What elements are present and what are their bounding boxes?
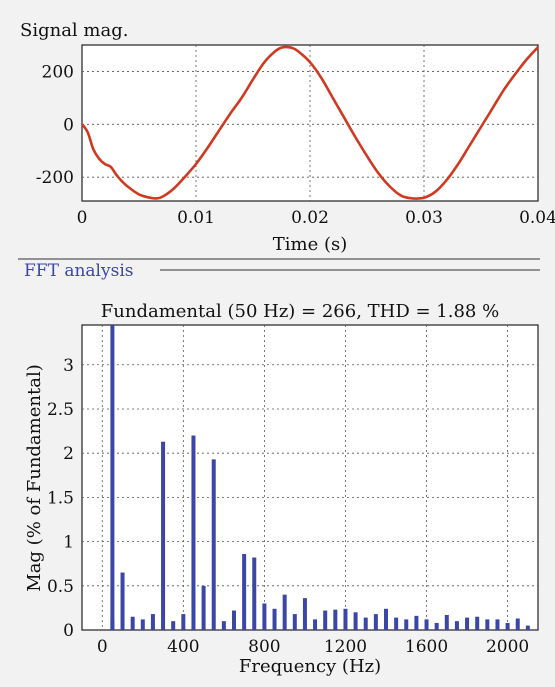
signal-x-tick-label: 0 bbox=[77, 208, 88, 228]
fft-harmonic-bar bbox=[221, 621, 226, 630]
fft-harmonic-bar bbox=[475, 616, 480, 630]
fft-harmonic-bar bbox=[333, 609, 338, 630]
fft-harmonic-bar bbox=[161, 441, 166, 630]
fft-section-label: FFT analysis bbox=[24, 261, 133, 281]
fft-y-tick-label: 1.5 bbox=[47, 488, 74, 508]
fft-harmonic-bar bbox=[525, 625, 530, 630]
signal-y-tick-label: -200 bbox=[36, 168, 74, 188]
fft-harmonic-bar bbox=[363, 617, 368, 630]
signal-x-tick-label: 0.01 bbox=[177, 208, 215, 228]
fft-harmonic-bar bbox=[292, 614, 297, 630]
fft-harmonic-bar bbox=[485, 619, 490, 630]
fft-harmonic-bar bbox=[465, 617, 470, 630]
fft-x-tick-label: 1200 bbox=[324, 637, 367, 657]
fft-y-tick-label: 3 bbox=[63, 356, 74, 376]
fft-harmonic-bar bbox=[394, 617, 399, 630]
fft-harmonic-bar bbox=[444, 614, 449, 630]
signal-y-tick-label: 0 bbox=[63, 115, 74, 135]
fft-harmonic-bar bbox=[242, 553, 247, 630]
fft-harmonic-bar bbox=[404, 619, 409, 630]
fft-harmonic-bar bbox=[515, 618, 520, 630]
fft-y-ticks: 0 0.5 1 1.5 2 2.5 3 bbox=[47, 356, 74, 641]
fft-harmonic-bar bbox=[110, 619, 115, 630]
fft-harmonic-bar bbox=[120, 572, 125, 630]
fft-harmonic-bar bbox=[272, 608, 277, 630]
fft-harmonic-bar bbox=[414, 615, 419, 630]
fft-y-tick-label: 0.5 bbox=[47, 577, 74, 597]
fft-harmonic-bar bbox=[343, 608, 348, 630]
fft-y-tick-label: 2.5 bbox=[47, 400, 74, 420]
fft-harmonic-bar bbox=[302, 598, 307, 630]
fft-x-tick-label: 800 bbox=[248, 637, 280, 657]
signal-x-tick-label: 0.02 bbox=[291, 208, 329, 228]
fft-harmonic-bar bbox=[232, 610, 236, 630]
signal-panel-title: Signal mag. bbox=[20, 20, 128, 41]
fft-harmonic-bar bbox=[434, 622, 439, 630]
fft-x-tick-label: 400 bbox=[167, 637, 199, 657]
fft-y-tick-label: 2 bbox=[63, 444, 74, 464]
signal-y-ticks: -200 0 200 bbox=[36, 62, 74, 188]
fft-x-tick-label: 1600 bbox=[405, 637, 448, 657]
fft-fundamental-bar bbox=[110, 325, 115, 630]
signal-y-tick-label: 200 bbox=[42, 62, 74, 82]
signal-plot-area bbox=[81, 44, 539, 202]
fft-harmonic-bar bbox=[282, 594, 287, 630]
fft-x-ticks: 0 400 800 1200 1600 2000 bbox=[97, 637, 529, 657]
fft-harmonic-bar bbox=[373, 614, 378, 630]
fft-y-tick-label: 1 bbox=[63, 533, 74, 553]
fft-harmonic-bar bbox=[181, 614, 186, 630]
fft-x-axis-label: Frequency (Hz) bbox=[239, 656, 381, 677]
fft-harmonic-bar bbox=[313, 619, 318, 630]
fft-harmonic-bar bbox=[191, 435, 196, 630]
fft-harmonic-bar bbox=[495, 619, 500, 630]
signal-x-tick-label: 0.04 bbox=[519, 208, 555, 228]
fft-bars bbox=[110, 325, 530, 630]
fft-harmonic-bar bbox=[384, 608, 388, 630]
fft-harmonic-bar bbox=[252, 557, 257, 630]
fft-harmonic-bar bbox=[150, 614, 155, 630]
fft-harmonic-bar bbox=[171, 621, 176, 630]
fft-gridlines bbox=[82, 325, 538, 630]
fft-harmonic-bar bbox=[424, 619, 429, 630]
fft-y-axis-label: Mag (% of Fundamental) bbox=[24, 364, 45, 591]
fft-harmonic-bar bbox=[454, 621, 459, 630]
signal-x-ticks: 0 0.01 0.02 0.03 0.04 bbox=[77, 208, 555, 228]
fft-plot-area bbox=[81, 324, 539, 631]
fft-harmonic-bar bbox=[353, 612, 358, 630]
fft-harmonic-bar bbox=[211, 459, 216, 630]
fft-harmonic-bar bbox=[323, 610, 328, 630]
fft-y-tick-label: 0 bbox=[63, 621, 74, 641]
fft-harmonic-bar bbox=[130, 616, 135, 630]
fft-harmonic-bar bbox=[140, 619, 145, 630]
fft-x-tick-label: 2000 bbox=[486, 637, 529, 657]
fft-harmonic-bar bbox=[262, 603, 267, 630]
signal-x-axis-label: Time (s) bbox=[273, 234, 348, 255]
fft-harmonic-bar bbox=[505, 622, 510, 630]
signal-x-tick-label: 0.03 bbox=[405, 208, 443, 228]
signal-gridlines bbox=[82, 45, 538, 201]
fft-harmonic-bar bbox=[201, 585, 206, 630]
fft-x-tick-label: 0 bbox=[97, 637, 108, 657]
signal-waveform-line bbox=[80, 45, 539, 200]
fft-summary: Fundamental (50 Hz) = 266, THD = 1.88 % bbox=[101, 301, 499, 322]
